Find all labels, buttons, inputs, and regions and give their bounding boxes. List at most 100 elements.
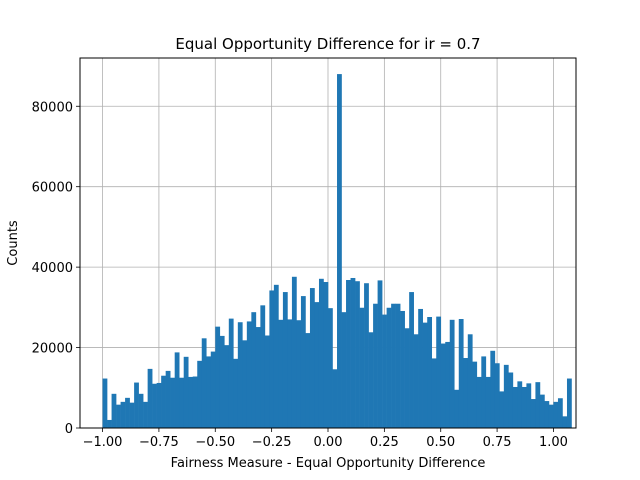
- histogram-bar: [129, 402, 135, 428]
- histogram-bar: [562, 416, 568, 428]
- histogram-bar: [359, 307, 365, 428]
- histogram-bar: [557, 398, 563, 428]
- histogram-bar: [539, 394, 545, 428]
- histogram-bar: [341, 312, 347, 428]
- histogram-bar: [260, 305, 266, 428]
- histogram-bar: [251, 312, 257, 428]
- histogram-bar: [215, 326, 221, 428]
- histogram-bar: [364, 283, 369, 428]
- x-tick-label: 0.75: [483, 435, 512, 450]
- histogram-bar: [409, 292, 414, 428]
- histogram-bar: [309, 288, 315, 428]
- histogram-bar: [553, 401, 559, 428]
- histogram-bar: [422, 322, 428, 428]
- histogram-bar: [490, 350, 496, 428]
- histogram-bar: [481, 356, 487, 428]
- histogram-bar: [192, 376, 198, 428]
- histogram-bar: [197, 360, 203, 428]
- histogram-bar: [278, 319, 284, 428]
- histogram-bar: [273, 284, 279, 428]
- histogram-bar: [449, 319, 455, 428]
- histogram-bar: [350, 277, 356, 428]
- histogram-bar: [219, 335, 225, 428]
- chart-title: Equal Opportunity Difference for ir = 0.…: [175, 35, 480, 53]
- histogram-bar: [413, 334, 419, 428]
- histogram-bar: [463, 358, 469, 428]
- histogram-bar: [526, 383, 532, 428]
- histogram-bar: [282, 292, 288, 428]
- histogram-bar: [183, 356, 189, 428]
- histogram-bar: [328, 308, 333, 428]
- histogram-bar: [458, 319, 464, 428]
- x-tick-label: −0.75: [139, 435, 179, 450]
- histogram-bar: [508, 372, 514, 428]
- histogram-bar: [368, 332, 374, 428]
- x-tick-label: −0.50: [195, 435, 235, 450]
- histogram-bar: [355, 281, 360, 428]
- histogram-bar: [206, 356, 212, 428]
- x-axis-title: Fairness Measure - Equal Opportunity Dif…: [171, 456, 486, 471]
- y-tick-label: 0: [65, 422, 73, 437]
- y-tick-label: 20000: [32, 342, 73, 357]
- histogram-bar: [404, 328, 410, 428]
- histogram-bar: [305, 333, 311, 428]
- histogram-bar: [494, 363, 500, 428]
- histogram-bar: [156, 382, 162, 428]
- y-tick-label: 80000: [32, 100, 73, 115]
- histogram-bar: [111, 393, 117, 428]
- histogram-bar: [210, 351, 216, 428]
- histogram-bar: [521, 386, 527, 428]
- histogram-bar: [332, 369, 338, 428]
- histogram-bar: [454, 389, 460, 428]
- histogram-bar: [427, 317, 433, 428]
- y-axis-title: Counts: [6, 220, 21, 266]
- y-tick-label: 40000: [32, 261, 73, 276]
- histogram-bar: [102, 378, 108, 428]
- histogram-bar: [373, 303, 378, 428]
- histogram-bar: [476, 376, 482, 428]
- histogram-bar: [125, 397, 130, 428]
- histogram-bar: [323, 282, 329, 428]
- histogram-bar: [107, 419, 112, 428]
- x-tick-label: 1.00: [539, 435, 568, 450]
- histogram-bar: [472, 361, 478, 428]
- histogram-bar: [174, 352, 180, 428]
- histogram-bar: [503, 364, 509, 428]
- histogram-bar: [237, 322, 243, 428]
- histogram-bar: [436, 316, 442, 428]
- histogram-bar: [318, 278, 324, 428]
- histogram-bar: [314, 302, 320, 428]
- histogram-bar: [386, 307, 392, 428]
- histogram-bar: [377, 280, 383, 428]
- histogram-bar: [152, 383, 157, 428]
- histogram-bar: [120, 401, 126, 428]
- histogram-bar: [431, 358, 437, 428]
- histogram-bar: [418, 308, 423, 428]
- x-tick-label: −0.25: [252, 435, 292, 450]
- x-tick-label: −1.00: [83, 435, 123, 450]
- histogram-bar: [201, 338, 207, 428]
- histogram-bar: [391, 303, 396, 428]
- histogram-bar: [346, 280, 351, 428]
- histogram-bar: [224, 345, 230, 428]
- histogram-bar: [269, 290, 275, 428]
- histogram-bar: [161, 375, 166, 428]
- histogram-bar: [517, 381, 523, 428]
- histogram-bar: [246, 321, 252, 428]
- x-tick-label: 0.00: [314, 435, 343, 450]
- histogram-bar: [400, 310, 405, 428]
- histogram-bar: [530, 399, 536, 428]
- histogram-bar: [179, 377, 185, 428]
- histogram-bar: [499, 391, 505, 428]
- histogram-bar: [485, 376, 491, 428]
- histogram-bar: [228, 318, 234, 428]
- histogram-bar: [395, 303, 401, 428]
- y-tick-label: 60000: [32, 181, 73, 196]
- histogram-bar: [188, 376, 194, 428]
- histogram-bar: [242, 340, 248, 428]
- x-tick-label: 0.50: [426, 435, 455, 450]
- histogram-bar: [382, 314, 387, 428]
- histogram-bar: [116, 404, 121, 428]
- histogram-bar: [544, 401, 550, 428]
